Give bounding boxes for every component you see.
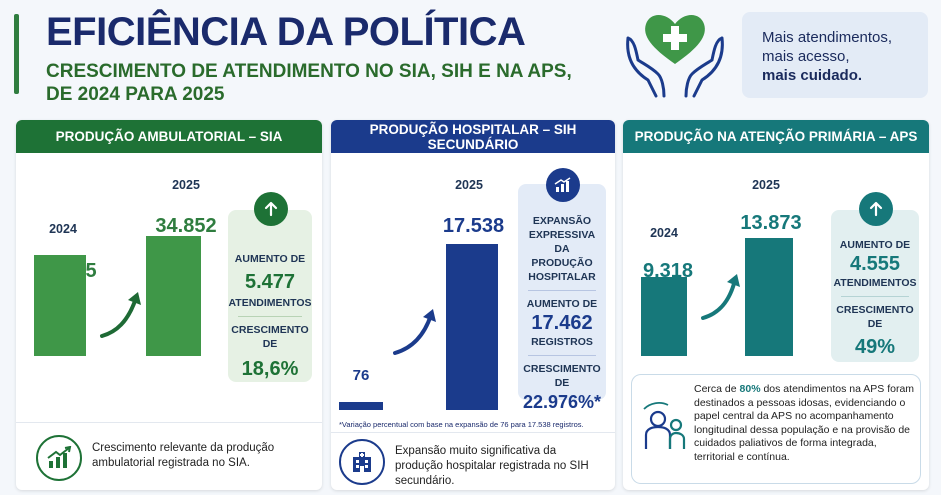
sih-stats-divider-2 bbox=[528, 355, 596, 356]
sia-bar-2024 bbox=[34, 255, 86, 356]
sih-increase-unit: REGISTROS bbox=[531, 336, 593, 348]
sia-increase-value: 5.477 bbox=[244, 271, 296, 293]
aps-footer-highlight: 80% bbox=[739, 383, 761, 395]
panel-sih: PRODUÇÃO HOSPITALAR – SIH SECUNDÁRIO 202… bbox=[331, 120, 615, 490]
sih-footer: Expansão muito significativa da produção… bbox=[331, 432, 615, 490]
aps-value-2024: 9.318 bbox=[642, 260, 694, 282]
aps-increase-value: 4.555 bbox=[849, 253, 901, 275]
aps-year-2024: 2024 bbox=[650, 226, 678, 240]
sia-stats-divider bbox=[238, 316, 302, 317]
title-accent-bar bbox=[14, 14, 19, 94]
sih-bar-2025 bbox=[446, 244, 498, 410]
elderly-care-icon bbox=[643, 402, 686, 449]
subtitle-line-2: DE 2024 PARA 2025 bbox=[46, 84, 225, 105]
aps-stats-divider bbox=[841, 296, 909, 297]
panel-sih-header: PRODUÇÃO HOSPITALAR – SIH SECUNDÁRIO bbox=[331, 120, 615, 153]
sih-increase-value: 17.462 bbox=[531, 312, 593, 334]
chart-trend-icon bbox=[546, 168, 580, 202]
sia-footer: Crescimento relevante da produção ambula… bbox=[16, 422, 322, 490]
heart-hands-icon bbox=[626, 15, 724, 98]
sia-footer-text: Crescimento relevante da produção ambula… bbox=[92, 442, 275, 469]
arrow-up-icon bbox=[859, 192, 893, 226]
panel-sia-header: PRODUÇÃO AMBULATORIAL – SIA bbox=[16, 120, 322, 153]
sih-year-2025: 2025 bbox=[455, 178, 483, 192]
sih-stats-divider-1 bbox=[528, 290, 596, 291]
tagline-line-3: mais cuidado. bbox=[762, 67, 863, 84]
sih-growth-label: CRESCIMENTO DE bbox=[523, 363, 601, 389]
sia-increase-unit: ATENDIMENTOS bbox=[228, 297, 312, 309]
sia-stats-box: AUMENTO DE 5.477 ATENDIMENTOS CRESCIMENT… bbox=[228, 210, 312, 382]
sia-value-2025: 34.852 bbox=[155, 215, 217, 237]
aps-footer-text: Cerca de 80% dos atendimentos na APS for… bbox=[694, 383, 916, 464]
aps-bar-2025 bbox=[745, 238, 793, 356]
hospital-icon bbox=[339, 439, 385, 485]
sia-growth-value: 18,6% bbox=[241, 358, 299, 380]
sih-bar-2024 bbox=[339, 402, 383, 410]
aps-increase-label: AUMENTO DE bbox=[839, 239, 911, 251]
sia-year-2025: 2025 bbox=[172, 178, 200, 192]
sih-increase-label: AUMENTO DE bbox=[526, 298, 598, 310]
sih-footer-text: Expansão muito significativa da produção… bbox=[395, 445, 589, 487]
sih-footnote: *Variação percentual com base na expansã… bbox=[339, 420, 584, 429]
sih-value-2024: 76 bbox=[352, 367, 370, 384]
aps-value-2025: 13.873 bbox=[740, 212, 802, 234]
sih-growth-value: 22.976%* bbox=[522, 392, 602, 412]
panel-sia: PRODUÇÃO AMBULATORIAL – SIA 2025 2024 29… bbox=[16, 120, 322, 490]
aps-increase-unit: ATENDIMENTOS bbox=[833, 277, 917, 289]
tagline-box: Mais atendimentos, mais acesso, mais cui… bbox=[742, 12, 928, 98]
arrow-up-icon bbox=[254, 192, 288, 226]
sia-growth-label: CRESCIMENTO DE bbox=[231, 324, 309, 350]
aps-growth-arrow-icon bbox=[701, 274, 740, 320]
aps-bar-2024 bbox=[641, 277, 687, 356]
tagline-line-2: mais acesso, bbox=[762, 48, 850, 65]
sia-increase-label: AUMENTO DE bbox=[234, 253, 306, 265]
aps-footer-rest: dos atendimentos na APS foram destinados… bbox=[694, 383, 915, 463]
growth-chart-icon bbox=[36, 435, 82, 481]
sih-expansion-text: EXPANSÃO EXPRESSIVA DA PRODUÇÃO HOSPITAL… bbox=[528, 215, 596, 283]
subtitle-line-1: CRESCIMENTO DE ATENDIMENTO NO SIA, SIH E… bbox=[46, 61, 572, 82]
aps-year-2025: 2025 bbox=[752, 178, 780, 192]
aps-growth-value: 49% bbox=[854, 336, 896, 358]
panel-aps-header: PRODUÇÃO NA ATENÇÃO PRIMÁRIA – APS bbox=[623, 120, 929, 153]
page-subtitle: CRESCIMENTO DE ATENDIMENTO NO SIA, SIH E… bbox=[46, 60, 572, 106]
tagline-line-1: Mais atendimentos, bbox=[762, 29, 893, 46]
aps-footer-box: Cerca de 80% dos atendimentos na APS for… bbox=[631, 374, 921, 484]
page-title: EFICIÊNCIA DA POLÍTICA bbox=[46, 10, 526, 54]
sih-value-2025: 17.538 bbox=[442, 215, 505, 237]
sih-growth-arrow-icon bbox=[393, 309, 436, 355]
sih-stats-box: EXPANSÃO EXPRESSIVA DA PRODUÇÃO HOSPITAL… bbox=[518, 184, 606, 412]
aps-growth-label: CRESCIMENTO DE bbox=[836, 304, 914, 330]
sia-bar-2025 bbox=[146, 236, 201, 356]
aps-stats-box: AUMENTO DE 4.555 ATENDIMENTOS CRESCIMENT… bbox=[831, 210, 919, 362]
sia-growth-arrow-icon bbox=[100, 292, 141, 338]
aps-footer-prefix: Cerca de bbox=[694, 383, 740, 395]
sia-year-2024: 2024 bbox=[49, 222, 77, 236]
panel-aps: PRODUÇÃO NA ATENÇÃO PRIMÁRIA – APS 2025 … bbox=[623, 120, 929, 490]
